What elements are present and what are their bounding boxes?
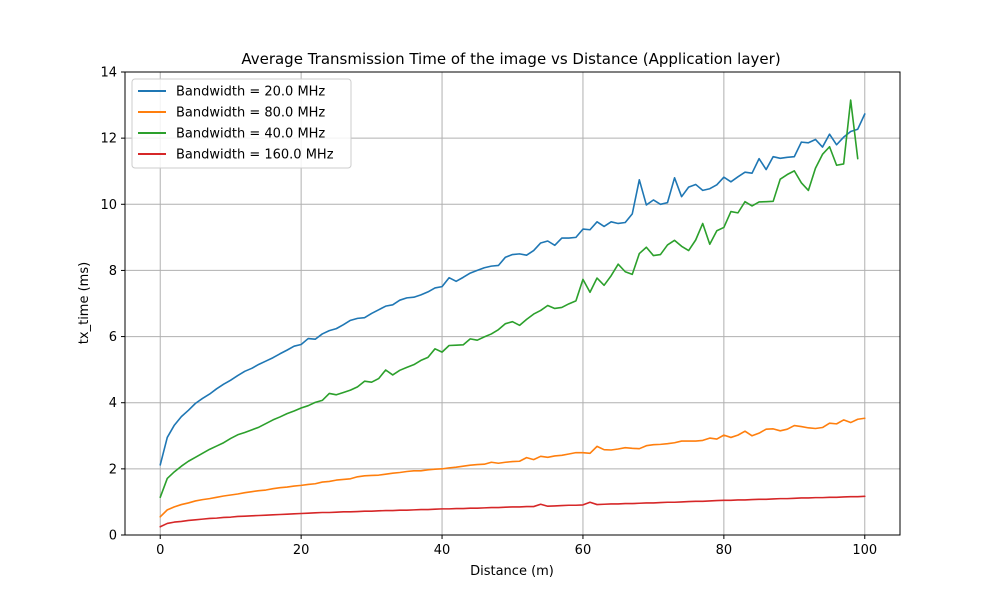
x-tick-label: 100	[852, 543, 877, 558]
x-tick-label: 20	[293, 543, 310, 558]
y-axis-label: tx_time (ms)	[77, 262, 92, 344]
series-line-1	[159, 113, 866, 466]
chart-title: Average Transmission Time of the image v…	[241, 50, 780, 68]
y-tick-label: 14	[100, 66, 117, 81]
series-line-3	[159, 99, 859, 499]
legend-box	[131, 78, 352, 169]
series-lines	[159, 99, 866, 528]
x-tick-label: 60	[575, 543, 592, 558]
y-tick-label: 4	[109, 396, 117, 411]
legend-label-1: Bandwidth = 20.0 MHz	[176, 85, 325, 100]
y-tick-label: 0	[109, 529, 117, 544]
x-tick-label: 80	[716, 543, 733, 558]
legend-label-2: Bandwidth = 80.0 MHz	[176, 106, 325, 121]
series-line-4	[159, 495, 866, 528]
axis-ticks: 0 20 40 60 80 100 0 2 4 6 8 10 12 14	[100, 66, 877, 559]
legend-label-4: Bandwidth = 160.0 MHz	[176, 148, 334, 163]
y-tick-label: 2	[109, 462, 117, 477]
legend: Bandwidth = 20.0 MHz Bandwidth = 80.0 MHz…	[131, 78, 352, 169]
y-tick-label: 6	[109, 330, 117, 345]
plot-frame	[124, 71, 901, 536]
x-tick-label: 0	[156, 543, 164, 558]
x-axis-label: Distance (m)	[470, 564, 554, 579]
series-line-2	[159, 417, 866, 518]
x-tick-label: 40	[434, 543, 451, 558]
y-tick-label: 8	[109, 264, 117, 279]
y-tick-label: 12	[100, 132, 117, 147]
legend-label-3: Bandwidth = 40.0 MHz	[176, 127, 325, 142]
y-tick-label: 10	[100, 198, 117, 213]
